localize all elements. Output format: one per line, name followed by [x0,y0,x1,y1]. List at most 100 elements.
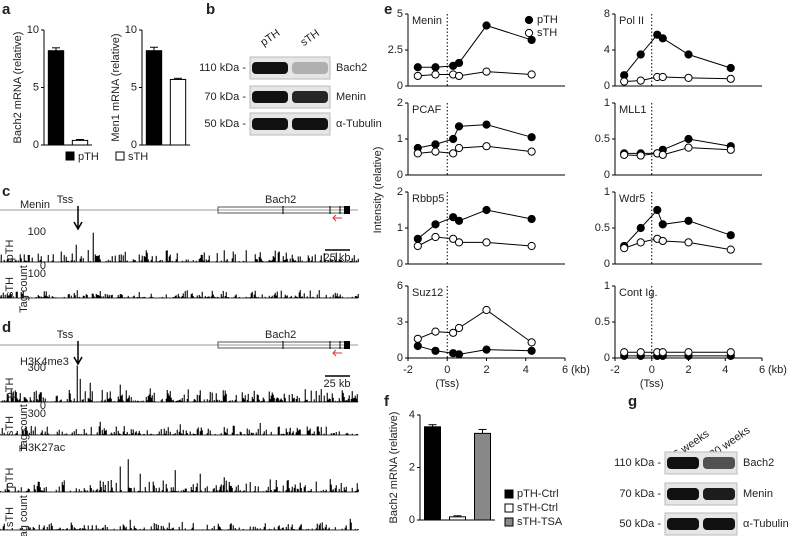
coverage [0,365,359,403]
point [658,72,667,82]
legend-marker [524,28,534,38]
label: H3K4me3 [20,356,69,368]
label: 0 [604,352,610,364]
label: e [384,1,392,18]
point [658,150,667,159]
point [726,245,735,254]
point [482,120,491,129]
point [620,348,629,357]
label: Menin [412,15,442,27]
label: 0 [604,258,610,270]
point [527,133,536,142]
point [726,74,735,83]
label: -2 [403,364,413,376]
label: f [384,393,390,410]
bar [71,139,89,146]
point [431,220,440,229]
label: 1 [604,280,610,292]
label: 5 [131,81,137,93]
label: Pol II [619,15,644,27]
point [449,134,458,144]
band [292,118,328,130]
point [658,220,667,229]
coverage [0,421,359,436]
label: α-Tubulin [743,518,788,530]
point [454,350,464,359]
label: Intensity (relative) [372,147,384,234]
point [726,145,735,154]
label: Bach2 mRNA (relative) [12,32,24,144]
label: pTH [259,27,283,49]
legend-swatch [504,517,514,527]
label: (kb) [768,364,787,376]
label: Tss [57,329,74,341]
point [620,150,629,159]
label: Menin [336,91,366,103]
band [667,488,699,500]
label: Bach2 [336,62,367,74]
series-line [417,309,532,343]
label: 70 kDa - [204,91,246,103]
legend-swatch [115,151,125,161]
label: 0 [649,364,655,376]
point [454,58,464,68]
point [636,50,645,59]
label: 0 [40,260,46,272]
label: b [206,1,215,18]
point [413,63,422,72]
label: 10 [27,24,39,36]
label: (Tss) [435,378,459,390]
label: sTH-Ctrl [517,502,558,514]
point [431,346,440,355]
label: 300 [28,408,46,420]
label: 6 [562,364,568,376]
point [431,327,440,336]
label: 100 [28,268,46,280]
label: pTH [537,14,558,26]
band [703,488,735,500]
label: 0 [131,139,137,151]
label: Tag count [18,404,30,452]
point [454,216,464,225]
label: 0.5 [595,222,610,234]
point [658,348,667,357]
coverage [0,459,359,493]
label: Cont Ig. [619,287,658,299]
label: 0 [33,139,39,151]
point [413,71,422,81]
bar [169,78,187,146]
label: c [2,183,10,200]
label: 0 [40,400,46,412]
label: 0.5 [595,133,610,145]
point [482,67,491,76]
point [636,151,645,160]
point [684,216,693,225]
point [636,238,645,247]
label: 0 [397,80,403,92]
label: MLL1 [619,104,647,116]
label: 8 [604,8,610,20]
exon-block [344,341,350,349]
label: 2 [409,461,415,473]
label: pTH [4,240,16,261]
label: Wdr5 [619,193,645,205]
strand-arrow [332,349,342,357]
point [449,149,458,158]
label: 5 [33,81,39,93]
label: 1 [397,222,403,234]
label: sTH-TSA [517,516,563,528]
label: 2.5 [388,44,403,56]
label: sTH [299,27,322,48]
label: pTH-Ctrl [517,488,559,500]
bar [449,516,466,521]
label: Rbbp5 [412,193,444,205]
coverage [0,232,359,263]
label: Menin [743,488,773,500]
point [431,140,440,149]
point [449,213,458,222]
label: 1 [604,97,610,109]
point [684,348,693,357]
label: 6 [759,364,765,376]
band [252,118,288,130]
point [482,345,491,354]
